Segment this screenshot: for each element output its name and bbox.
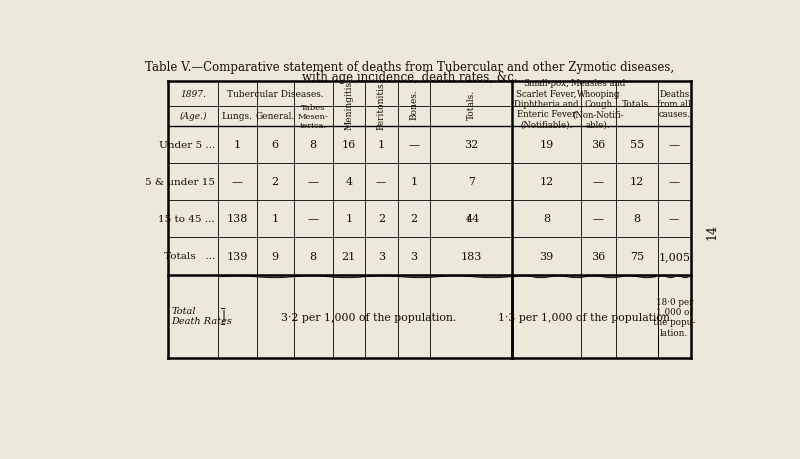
- Text: 2: 2: [378, 214, 385, 224]
- Text: 44: 44: [466, 214, 480, 224]
- Text: 1: 1: [378, 140, 385, 150]
- Text: 18·0 per
1,000 of
the popu-
lation.: 18·0 per 1,000 of the popu- lation.: [653, 297, 695, 337]
- Text: Table V.—Comparative statement of deaths from Tubercular and other Zymotic disea: Table V.—Comparative statement of deaths…: [146, 61, 674, 74]
- Text: Death Rates: Death Rates: [171, 316, 232, 325]
- Text: 16: 16: [342, 140, 356, 150]
- Text: Under 5 ...: Under 5 ...: [158, 140, 214, 150]
- Text: 8: 8: [310, 252, 317, 261]
- Text: Total: Total: [171, 307, 196, 315]
- Text: 1: 1: [234, 140, 241, 150]
- Text: 55: 55: [630, 140, 644, 150]
- Text: 138: 138: [226, 214, 248, 224]
- Text: 32: 32: [464, 140, 478, 150]
- Text: —: —: [307, 177, 318, 187]
- Text: 19: 19: [539, 140, 554, 150]
- Text: 14: 14: [706, 224, 718, 240]
- Text: i: i: [466, 214, 470, 224]
- Text: Totals.: Totals.: [622, 100, 652, 109]
- Text: 2: 2: [410, 214, 418, 224]
- Text: 3: 3: [410, 252, 418, 261]
- Text: —: —: [408, 140, 419, 150]
- Text: —: —: [669, 177, 680, 187]
- Text: 8: 8: [543, 214, 550, 224]
- Text: Tabes
Mesen-
terica.: Tabes Mesen- terica.: [298, 103, 329, 130]
- Text: —: —: [669, 140, 680, 150]
- Text: 183: 183: [461, 252, 482, 261]
- Text: Tubercular Diseases.: Tubercular Diseases.: [226, 90, 323, 99]
- Text: ––: ––: [376, 177, 387, 187]
- Text: 12: 12: [630, 177, 644, 187]
- Text: —: —: [593, 177, 604, 187]
- Text: Meningitis.: Meningitis.: [344, 78, 354, 130]
- Text: Small-pox,
Scarlet Fever,
Diphtheria and
Enteric Fever
(Notifiable).: Small-pox, Scarlet Fever, Diphtheria and…: [514, 79, 578, 129]
- Text: 139: 139: [226, 252, 248, 261]
- Text: 21: 21: [342, 252, 356, 261]
- Text: Measles and
Whooping
Cough
(Non-Notifi-
able).: Measles and Whooping Cough (Non-Notifi- …: [571, 79, 626, 129]
- Text: 5 & under 15: 5 & under 15: [145, 177, 214, 186]
- Text: Lungs.: Lungs.: [222, 112, 253, 121]
- Text: 75: 75: [630, 252, 644, 261]
- Text: 3: 3: [378, 252, 385, 261]
- Text: 1·3 per 1,000 of the population.: 1·3 per 1,000 of the population.: [498, 312, 673, 322]
- Text: 6: 6: [271, 140, 278, 150]
- Text: with age incidence, death rates, &c.: with age incidence, death rates, &c.: [302, 70, 518, 84]
- Text: 36: 36: [591, 252, 606, 261]
- Text: Totals.: Totals.: [466, 89, 476, 119]
- Text: 9: 9: [271, 252, 278, 261]
- Text: 1897.: 1897.: [180, 90, 206, 99]
- Text: 15 to 45 ...: 15 to 45 ...: [158, 214, 214, 223]
- Text: (Age.): (Age.): [179, 112, 206, 121]
- Text: 2: 2: [271, 177, 278, 187]
- Text: 8: 8: [310, 140, 317, 150]
- Text: General.: General.: [255, 112, 294, 121]
- Text: 7: 7: [468, 177, 474, 187]
- Text: 36: 36: [591, 140, 606, 150]
- Text: 8: 8: [634, 214, 641, 224]
- Text: Peritonitis.: Peritonitis.: [377, 79, 386, 129]
- Text: 12: 12: [539, 177, 554, 187]
- Text: 3·2 per 1,000 of the population.: 3·2 per 1,000 of the population.: [282, 312, 457, 322]
- Text: 1: 1: [346, 214, 352, 224]
- Text: 4: 4: [346, 177, 352, 187]
- Text: —: —: [307, 214, 318, 224]
- Text: Deaths
from all
causes.: Deaths from all causes.: [658, 90, 691, 119]
- Text: —: —: [593, 214, 604, 224]
- Text: —: —: [232, 177, 242, 187]
- Text: 39: 39: [539, 252, 554, 261]
- Text: ––: ––: [669, 214, 680, 224]
- Text: 1: 1: [410, 177, 418, 187]
- Text: 1,005: 1,005: [658, 252, 690, 261]
- Text: 1: 1: [271, 214, 278, 224]
- Text: Bones.: Bones.: [410, 89, 418, 120]
- Text: Totals   ...: Totals ...: [163, 252, 214, 261]
